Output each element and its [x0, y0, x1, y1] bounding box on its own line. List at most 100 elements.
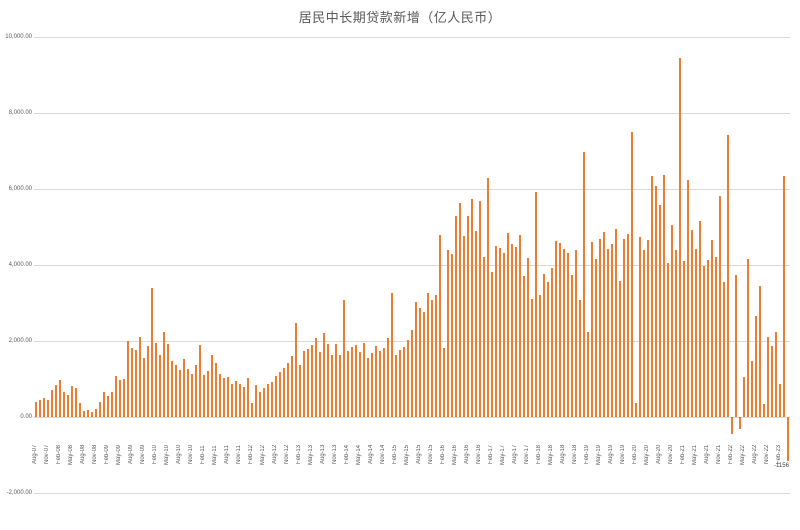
bar	[154, 343, 158, 417]
bar	[46, 399, 50, 417]
gridline	[34, 493, 790, 494]
bar	[598, 239, 602, 417]
x-tick-label: Aug-11	[223, 445, 230, 464]
x-tick-label: Nov-09	[139, 445, 146, 465]
bar	[638, 236, 642, 417]
x-tick-label: May-19	[595, 445, 602, 466]
bar	[302, 350, 306, 417]
bar	[750, 360, 754, 417]
x-tick-label: May-20	[643, 445, 650, 466]
bar	[378, 350, 382, 417]
x-tick-label: Aug-13	[319, 445, 326, 465]
bar	[786, 417, 790, 461]
bar	[546, 282, 550, 417]
bar	[430, 299, 434, 417]
bar	[482, 256, 486, 417]
x-tick-label: May-10	[163, 445, 170, 466]
bar	[410, 329, 414, 417]
bar	[306, 348, 310, 417]
bar	[194, 364, 198, 417]
bar	[322, 332, 326, 417]
bar	[606, 249, 610, 417]
bar	[270, 382, 274, 417]
bar	[210, 355, 214, 417]
bar	[438, 235, 442, 417]
bar	[594, 258, 598, 417]
bar	[254, 384, 258, 417]
bar	[34, 401, 38, 417]
x-tick-label: May-17	[499, 445, 506, 466]
bar	[718, 195, 722, 417]
bar	[634, 402, 638, 417]
bar	[686, 179, 690, 417]
bar	[518, 235, 522, 417]
bar	[754, 315, 758, 417]
x-tick-label: Nov-12	[283, 445, 290, 465]
bar	[590, 242, 594, 417]
x-tick-label: Aug-07	[31, 445, 38, 465]
bar	[414, 301, 418, 417]
bar	[486, 177, 490, 417]
bar	[58, 379, 62, 417]
bar-value-label: -1156	[774, 462, 789, 469]
x-tick-label: Aug-09	[127, 445, 134, 465]
bar	[94, 408, 98, 417]
bar	[578, 299, 582, 417]
x-tick-label: May-16	[451, 445, 458, 466]
bar	[250, 403, 254, 417]
bar	[458, 202, 462, 417]
bar	[290, 356, 294, 417]
bar	[170, 360, 174, 417]
bar	[730, 417, 734, 435]
x-tick-label: Aug-10	[175, 445, 182, 465]
y-tick-label: 6,000.00	[8, 186, 32, 192]
bar	[558, 243, 562, 417]
bar	[726, 134, 730, 417]
bar	[538, 294, 542, 417]
x-tick-label: Nov-11	[235, 445, 242, 464]
bar	[622, 238, 626, 417]
x-tick-label: Feb-14	[343, 445, 350, 465]
bar	[770, 346, 774, 417]
bar	[178, 370, 182, 417]
bar	[618, 280, 622, 417]
bar	[122, 379, 126, 417]
bar	[54, 385, 58, 417]
bar	[782, 175, 786, 417]
bar	[202, 375, 206, 417]
bar	[186, 368, 190, 417]
x-tick-label: Aug-16	[463, 445, 470, 465]
bar	[318, 352, 322, 417]
x-tick-label: Feb-10	[151, 445, 158, 465]
bar	[470, 198, 474, 417]
bar	[642, 250, 646, 417]
bar	[422, 311, 426, 417]
bar	[746, 258, 750, 417]
x-tick-label: Nov-13	[331, 445, 338, 465]
bar	[766, 337, 770, 417]
bar	[498, 248, 502, 417]
bar	[198, 344, 202, 417]
bar	[262, 388, 266, 417]
bar	[678, 57, 682, 417]
bar	[706, 260, 710, 417]
bar	[230, 383, 234, 417]
bar	[418, 308, 422, 417]
bar	[466, 216, 470, 417]
bar	[690, 230, 694, 417]
bar	[222, 378, 226, 417]
bar	[98, 401, 102, 417]
bar	[190, 374, 194, 417]
bar	[646, 239, 650, 417]
y-tick-label: 0.00	[20, 414, 32, 420]
x-tick-label: Aug-22	[751, 445, 758, 465]
bar	[442, 347, 446, 417]
bar	[382, 348, 386, 417]
bar	[142, 358, 146, 417]
bar	[234, 381, 238, 417]
bar	[662, 175, 666, 417]
bar	[586, 332, 590, 417]
x-tick-label: Feb-20	[631, 445, 638, 465]
bar	[82, 411, 86, 417]
bar	[390, 293, 394, 417]
